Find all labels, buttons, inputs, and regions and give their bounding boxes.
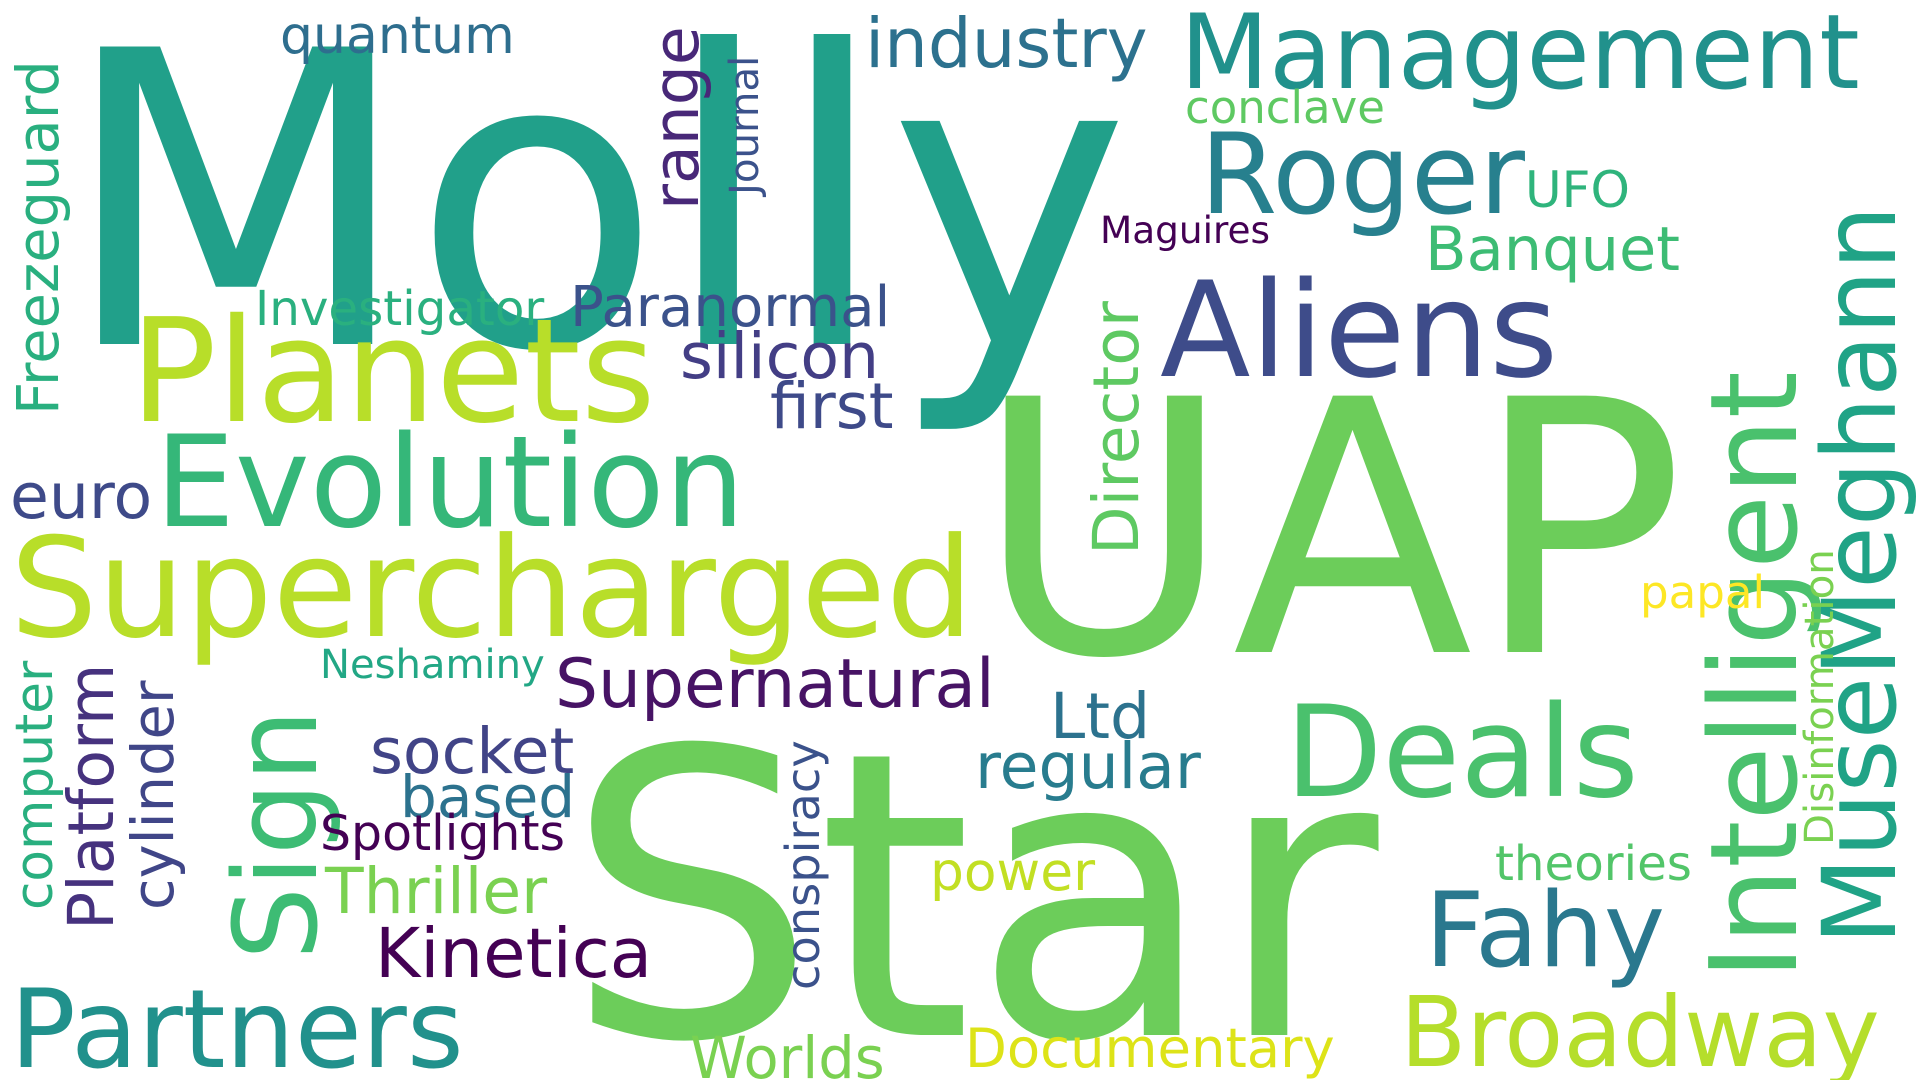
- word-worlds: Worlds: [690, 1025, 885, 1080]
- word-sign: Sign: [210, 709, 344, 960]
- word-industry: industry: [865, 4, 1148, 84]
- word-socket: socket: [370, 714, 575, 788]
- word-aliens: Aliens: [1160, 254, 1559, 408]
- word-platform: Platform: [54, 663, 128, 930]
- word-conclave: conclave: [1185, 81, 1385, 134]
- word-journal: Journal: [721, 55, 768, 195]
- word-supercharged: Supercharged: [10, 508, 974, 669]
- word-quantum: quantum: [280, 6, 515, 66]
- word-disinformation: Disinformation: [1796, 549, 1843, 845]
- word-director: Director: [1079, 301, 1153, 555]
- word-documentary: Documentary: [965, 1017, 1335, 1080]
- word-cylinder: cylinder: [120, 680, 187, 910]
- word-maguires: Maguires: [1100, 208, 1271, 252]
- word-management: Management: [1180, 0, 1860, 113]
- word-based: based: [400, 763, 576, 831]
- word-star: Star: [565, 667, 1379, 1080]
- word-paranormal: Paranormal: [570, 275, 891, 340]
- word-euro: euro: [10, 459, 153, 533]
- word-first: first: [770, 369, 894, 443]
- word-banquet: Banquet: [1425, 215, 1681, 285]
- word-evolution: Evolution: [155, 409, 745, 556]
- word-conspiracy: conspiracy: [776, 740, 830, 990]
- word-planets: Planets: [130, 288, 656, 455]
- word-power: power: [930, 840, 1096, 903]
- word-silicon: silicon: [680, 319, 880, 393]
- word-partners: Partners: [10, 966, 464, 1080]
- word-molly: Molly: [60, 0, 1131, 441]
- word-range: range: [639, 26, 713, 210]
- word-deals: Deals: [1285, 679, 1639, 826]
- word-spotlights: Spotlights: [320, 805, 565, 862]
- word-kinetica: Kinetica: [375, 914, 653, 994]
- word-neshaminy: Neshaminy: [320, 642, 545, 688]
- word-ufo: UFO: [1525, 160, 1630, 219]
- word-investigator: Investigator: [255, 281, 545, 337]
- word-papal: papal: [1640, 566, 1766, 619]
- word-broadway: Broadway: [1400, 976, 1880, 1080]
- word-uap: UAP: [975, 326, 1685, 735]
- word-roger: Roger: [1200, 111, 1525, 240]
- word-freezeguard: Freezeguard: [5, 60, 72, 415]
- word-ltd: Ltd: [1050, 679, 1151, 753]
- word-supernatural: Supernatural: [555, 644, 995, 723]
- word-regular: regular: [975, 729, 1201, 803]
- word-fahy: Fahy: [1425, 871, 1666, 991]
- word-theories: theories: [1495, 836, 1692, 892]
- word-thriller: Thriller: [325, 854, 548, 928]
